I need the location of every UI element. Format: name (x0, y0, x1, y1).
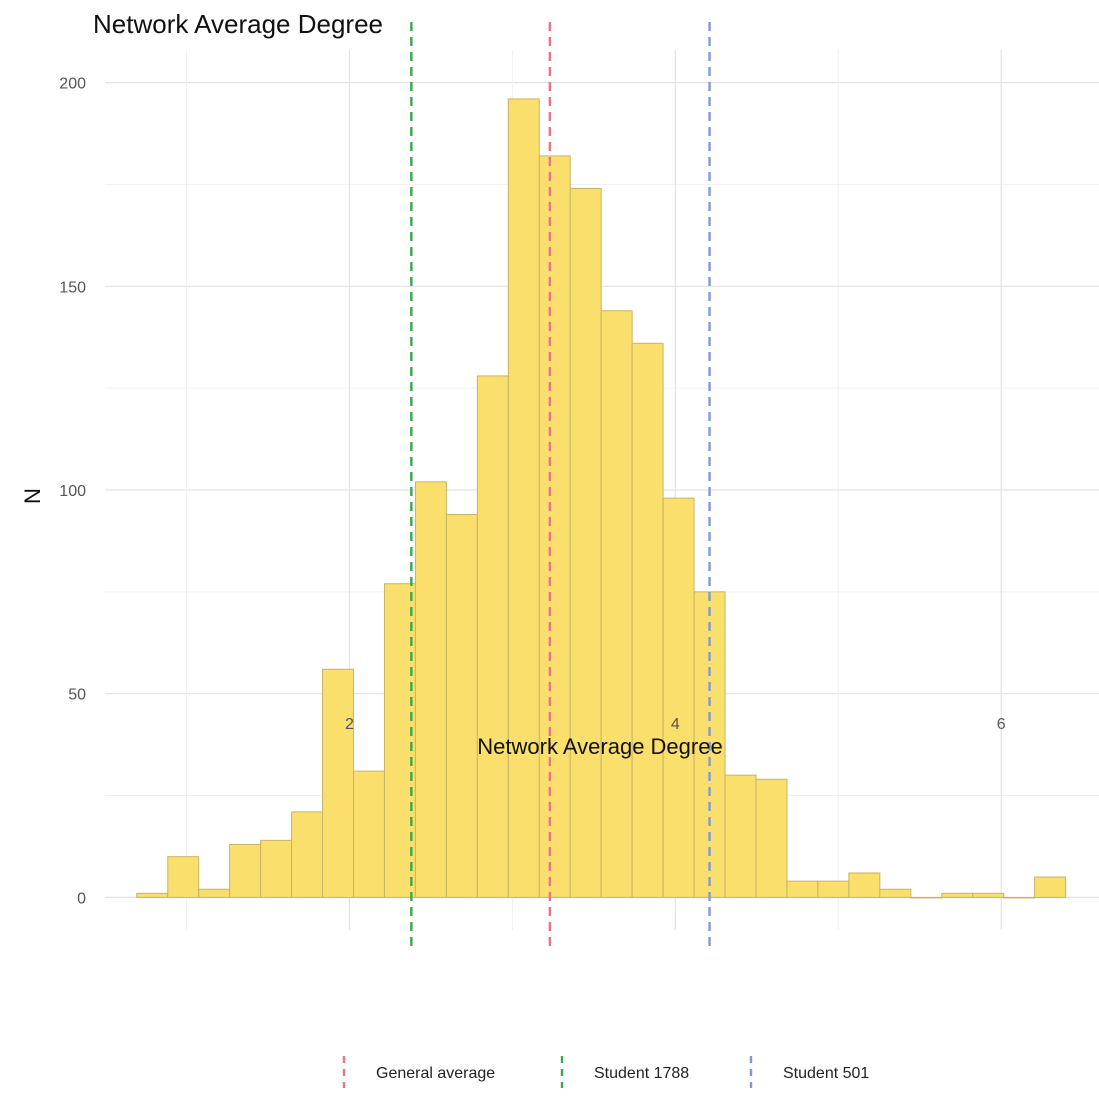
histogram-bar (662, 497, 695, 898)
x-tick-label: 6 (997, 716, 1006, 733)
histogram-bar (631, 342, 664, 898)
legend-item: Student 1788 (560, 1056, 689, 1088)
histogram-bar (972, 892, 1005, 898)
histogram-bar (322, 668, 354, 898)
legend-label: Student 501 (783, 1065, 869, 1082)
histogram-bar (786, 880, 819, 898)
histogram-bar (538, 155, 571, 898)
histogram-bar (600, 310, 633, 898)
histogram-bar (724, 774, 757, 898)
histogram-bar (910, 896, 943, 899)
histogram-bar (291, 811, 324, 898)
histogram-bar (136, 892, 169, 898)
histogram-bar (476, 375, 509, 898)
legend-item: Student 501 (749, 1056, 869, 1088)
histogram-bar (445, 513, 478, 898)
histogram-bar (755, 778, 788, 898)
y-tick-label: 200 (59, 76, 86, 93)
y-axis-label: N (20, 488, 45, 504)
legend-label: Student 1788 (594, 1065, 689, 1082)
histogram-bar (507, 98, 540, 898)
legend-item: General average (342, 1056, 495, 1088)
legend-label: General average (376, 1065, 495, 1082)
histogram-bar (383, 583, 416, 898)
y-tick-label: 50 (68, 687, 86, 704)
histogram-bar (229, 843, 262, 898)
histogram-bar (1034, 876, 1067, 898)
histogram-bar (569, 188, 602, 898)
histogram-bar (198, 888, 231, 898)
histogram-bar (817, 880, 850, 898)
histogram-bar (941, 892, 974, 898)
histogram-bar (879, 888, 912, 898)
x-tick-label: 2 (345, 716, 354, 733)
histogram-bar (353, 770, 385, 898)
histogram-bar (260, 839, 293, 898)
histogram-bar (848, 872, 881, 898)
x-axis-label: Network Average Degree (477, 734, 722, 759)
y-tick-labels: 0 50 100 150 200 (59, 76, 86, 908)
bars-layer (136, 98, 1067, 899)
legend: General average Student 1788 Student 501 (342, 1056, 869, 1088)
histogram-bar (414, 481, 447, 898)
histogram-bar (1003, 896, 1036, 899)
x-tick-label: 4 (671, 716, 680, 733)
histogram-bar (167, 856, 200, 898)
chart-title: Network Average Degree (93, 9, 383, 39)
y-tick-label: 100 (59, 483, 86, 500)
x-tick-labels: 2 4 6 (345, 716, 1006, 733)
y-tick-label: 0 (77, 890, 86, 907)
reference-lines-layer (410, 22, 711, 952)
y-tick-label: 150 (59, 279, 86, 296)
